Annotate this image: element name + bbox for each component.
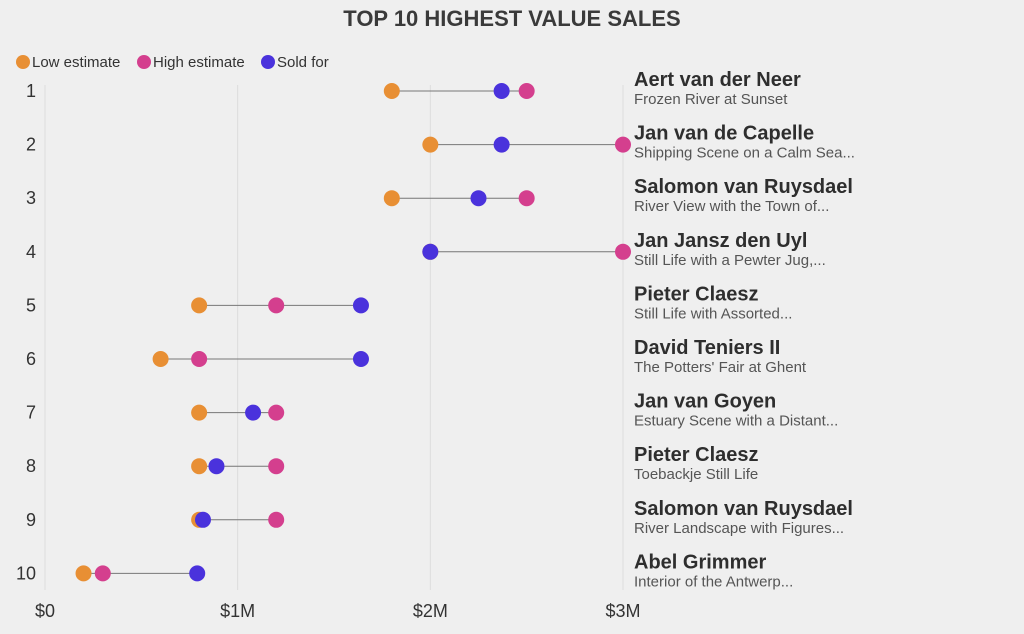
artwork-title: River Landscape with Figures... [634, 520, 844, 537]
x-tick-label: $0 [35, 601, 55, 621]
high-estimate-dot [268, 458, 285, 475]
artwork-title: Still Life with Assorted... [634, 305, 792, 322]
legend-label-sold: Sold for [277, 54, 329, 71]
artwork-title: Frozen River at Sunset [634, 91, 788, 108]
low-estimate-dot [191, 297, 208, 314]
legend-marker-sold [261, 55, 275, 69]
rank-label: 3 [26, 188, 36, 208]
sold-for-dot [422, 243, 439, 260]
artist-name: Aert van der Neer [634, 69, 801, 91]
rank-label: 10 [16, 563, 36, 583]
high-estimate-dot [518, 83, 535, 99]
rank-label: 1 [26, 81, 36, 101]
sold-for-dot [208, 458, 225, 475]
legend-marker-low [16, 55, 30, 69]
artwork-title: Estuary Scene with a Distant... [634, 413, 838, 430]
artist-name: Pieter Claesz [634, 444, 759, 466]
legend-label-low: Low estimate [32, 54, 120, 71]
sold-for-dot [352, 351, 369, 367]
high-estimate-dot [94, 565, 111, 582]
rank-label: 5 [26, 295, 36, 315]
high-estimate-dot [268, 297, 285, 314]
x-tick-label: $1M [220, 601, 255, 621]
legend-marker-high [137, 55, 151, 69]
legend: Low estimate High estimate Sold for [16, 54, 329, 71]
high-estimate-dot [268, 404, 285, 421]
artist-name: Pieter Claesz [634, 283, 759, 305]
x-tick-label: $3M [605, 601, 640, 621]
artwork-title: Shipping Scene on a Calm Sea... [634, 145, 855, 162]
rank-label: 6 [26, 349, 36, 369]
artwork-title: Interior of the Antwerp... [634, 573, 793, 590]
high-estimate-dot [615, 243, 631, 260]
high-estimate-dot [518, 190, 535, 207]
artist-name: Salomon van Ruysdael [634, 176, 853, 198]
low-estimate-dot [383, 83, 400, 99]
artwork-title: Still Life with a Pewter Jug,... [634, 252, 826, 269]
low-estimate-dot [383, 190, 400, 207]
artwork-title: The Potters' Fair at Ghent [634, 359, 807, 376]
artist-name: David Teniers II [634, 337, 780, 359]
low-estimate-dot [422, 136, 439, 153]
chart-title: TOP 10 HIGHEST VALUE SALES [343, 6, 680, 31]
rank-label: 9 [26, 510, 36, 530]
low-estimate-dot [191, 458, 208, 475]
artist-name: Jan van de Capelle [634, 123, 814, 145]
artist-name: Jan Jansz den Uyl [634, 230, 807, 252]
grid [44, 85, 624, 590]
sold-for-dot [493, 136, 510, 153]
rank-label: 7 [26, 403, 36, 423]
x-axis: $0 $1M $2M $3M [35, 601, 641, 621]
sold-for-dot [352, 297, 369, 314]
high-estimate-dot [615, 136, 631, 153]
high-estimate-dot [191, 351, 208, 367]
low-estimate-dot [191, 404, 208, 421]
sold-for-dot [189, 565, 206, 582]
artist-name: Salomon van Ruysdael [634, 498, 853, 520]
rank-label: 8 [26, 456, 36, 476]
low-estimate-dot [152, 351, 169, 367]
low-estimate-dot [75, 565, 92, 582]
legend-label-high: High estimate [153, 54, 245, 71]
artist-name: Jan van Goyen [634, 391, 776, 413]
x-tick-label: $2M [413, 601, 448, 621]
high-estimate-dot [268, 511, 285, 528]
sold-for-dot [470, 190, 487, 207]
sold-for-dot [194, 511, 211, 528]
artist-name: Abel Grimmer [634, 551, 766, 573]
sold-for-dot [493, 83, 510, 99]
artwork-title: Toebackje Still Life [634, 466, 758, 483]
sold-for-dot [245, 404, 262, 421]
artwork-title: River View with the Town of... [634, 198, 829, 215]
rank-label: 2 [26, 135, 36, 155]
rank-label: 4 [26, 242, 36, 262]
